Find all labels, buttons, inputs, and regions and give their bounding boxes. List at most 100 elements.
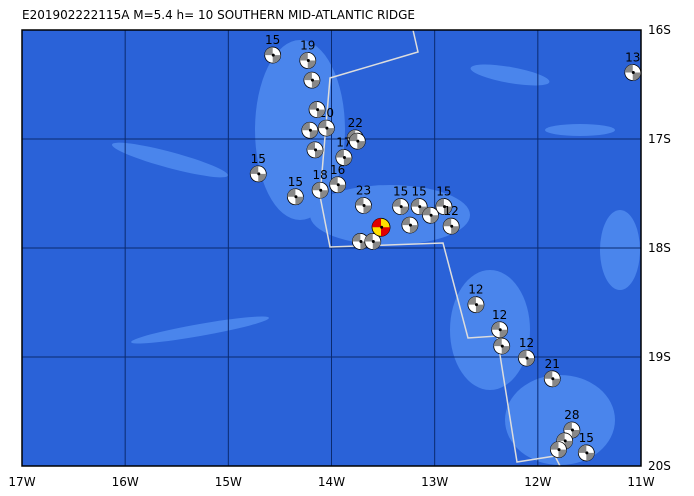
focal-mechanism [401,216,419,234]
depth-label: 15 [288,175,303,189]
depth-label: 15 [412,185,427,199]
focal-mechanism [577,444,595,462]
focal-mechanism [491,321,509,339]
ball-center [257,172,261,176]
y-tick-label: 16S [648,23,671,37]
ball-center [342,156,346,160]
focal-mechanism [286,188,304,206]
ball-quadrant [544,370,561,387]
ball-center [418,205,422,209]
ball-quadrant [352,233,369,250]
depth-label: 17 [336,136,351,150]
ball-quadrant [349,133,366,150]
ball-quadrant [411,198,428,215]
ball-quadrant [287,188,304,205]
depth-label: 12 [444,204,459,218]
focal-mechanism [392,198,410,215]
depth-label: 12 [492,308,507,322]
frame [21,29,642,467]
y-tick-label: 18S [648,241,671,255]
x-tick-label: 13W [421,475,448,489]
ball-quadrant [422,207,439,224]
ball-center [306,59,310,63]
x-tick-label: 14W [318,475,345,489]
depth-label: 13 [625,51,640,65]
ball-quadrant [264,47,281,64]
ball-quadrant [493,338,510,355]
focal-mechanism [467,296,485,314]
ball-quadrant [306,141,323,158]
ball-center [525,356,529,360]
ball-center [308,128,312,132]
ball-center [408,223,412,227]
x-tick-label: 17W [8,475,35,489]
ball-center [474,303,478,307]
ball-quadrant [518,350,535,367]
depth-label: 28 [564,408,579,422]
ball-center [450,224,454,228]
ball-center [631,71,635,75]
ball-quadrant [312,182,329,199]
ball-quadrant [563,422,580,439]
ball-quadrant [301,122,318,139]
focal-mechanism [264,46,282,64]
focal-mechanism [543,370,561,388]
ball-center [359,239,363,243]
focal-mechanism [308,101,326,118]
ball-center [500,344,504,348]
ball-quadrant [443,218,460,235]
depth-label: 21 [545,357,560,371]
focal-mechanism [355,197,372,214]
depth-label: 15 [579,431,594,445]
focal-mechanism [329,176,347,194]
depth-label: 22 [348,116,363,130]
focal-mechanism [624,64,642,81]
ball-quadrant [335,149,352,166]
ball-center [570,428,574,432]
y-tick-label: 20S [648,459,671,473]
focal-mechanism [410,198,428,215]
ball-quadrant [467,296,484,313]
ball-center [498,328,502,332]
ball-quadrant [303,72,320,89]
ball-quadrant [364,233,381,250]
focal-mechanism [518,349,535,367]
ball-center [319,188,323,192]
focal-mechanism [303,71,321,89]
plate-boundary [319,29,561,467]
focal-mechanism [335,149,353,166]
ball-quadrant [401,217,418,234]
depth-label: 15 [436,185,451,199]
ball-center [310,78,314,82]
ball-center [356,139,360,143]
focal-mechanism [299,52,317,69]
depth-label: 15 [251,152,266,166]
ball-center [443,205,447,209]
ball-center [399,205,403,209]
focal-mechanism [317,119,335,137]
ball-center [316,108,320,112]
ball-center [325,126,329,130]
depth-label: 18 [313,168,328,182]
focal-mechanism [364,233,382,250]
ball-center [429,213,433,217]
ball-center [380,225,384,229]
focal-mechanism [306,141,324,159]
ball-quadrant [491,321,508,338]
ball-quadrant [624,64,641,81]
x-tick-label: 12W [524,475,551,489]
focal-mechanism [351,233,369,250]
ball-center [362,203,366,207]
x-tick-label: 16W [112,475,139,489]
focal-mechanism [422,206,439,224]
ball-quadrant [578,444,595,461]
ball-center [585,451,589,455]
y-tick-label: 19S [648,350,671,364]
ball-center [294,195,298,199]
ball-quadrant [556,432,573,449]
focal-mechanism [311,181,329,199]
ball-quadrant [550,441,567,458]
focal-mechanism [550,441,567,459]
x-tick-label: 11W [627,475,654,489]
